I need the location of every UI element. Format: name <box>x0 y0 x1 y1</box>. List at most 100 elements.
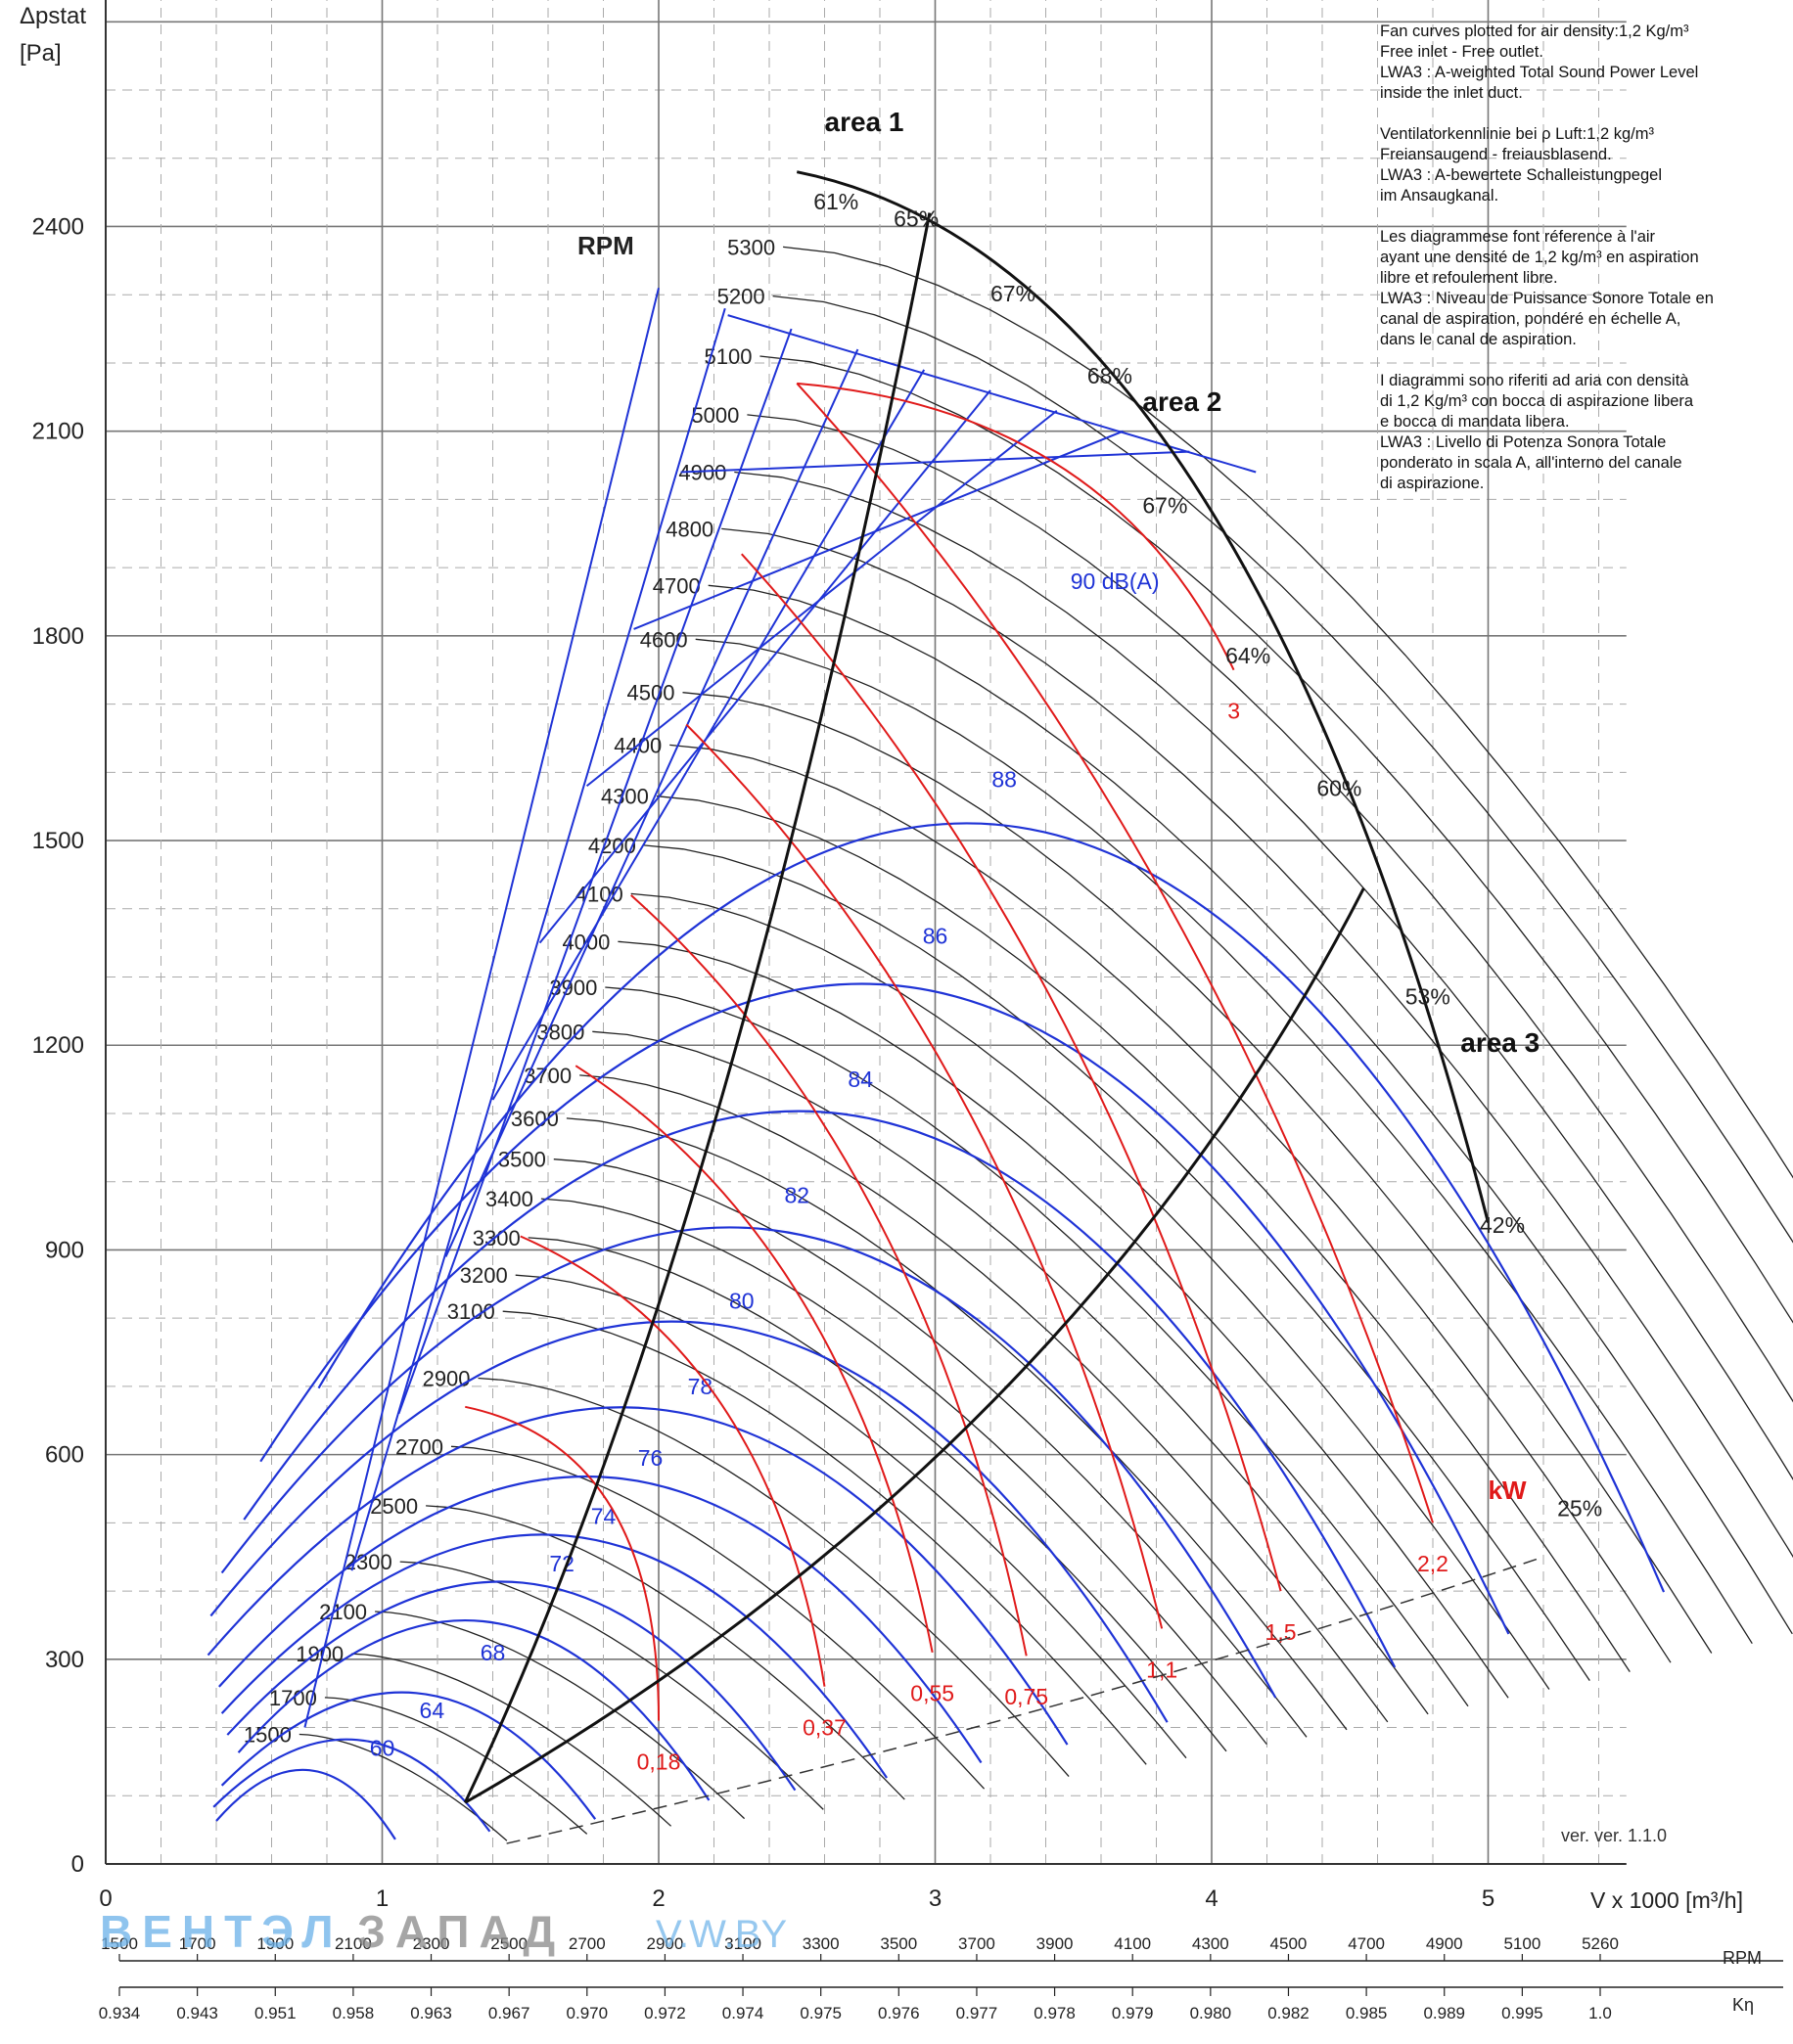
k-scale-value: 0.951 <box>254 2004 297 2022</box>
power-curve-line <box>797 382 1235 671</box>
y-tick-label: 2400 <box>32 213 84 240</box>
efficiency-label: 67% <box>1142 492 1187 518</box>
sound-curve-label: 82 <box>784 1183 809 1208</box>
sound-curve-label: 84 <box>848 1067 873 1092</box>
note-en-line: inside the inlet duct. <box>1380 84 1523 102</box>
sound-curve-label: 90 dB(A) <box>1071 568 1160 594</box>
rpm-scale-value: 1700 <box>179 1934 216 1953</box>
power-curve-line <box>465 1405 660 1721</box>
rpm-scale-value: 4100 <box>1114 1934 1151 1953</box>
rpm-curve-line <box>540 1198 1267 1746</box>
notes-panel: Fan curves plotted for air density:1,2 K… <box>1380 22 1771 515</box>
sound-curve-line <box>226 1580 797 1792</box>
rpm-curve-label: 3300 <box>473 1226 521 1250</box>
sound-curve-line <box>259 982 1510 1635</box>
k-scale-value: 0.976 <box>878 2004 920 2022</box>
sound-curve-line <box>350 307 726 1571</box>
power-curve-label: 0,18 <box>637 1749 681 1774</box>
k-scale-value: 0.972 <box>644 2004 686 2022</box>
y-tick-label: 900 <box>45 1237 84 1263</box>
rpm-curve-line <box>734 471 1793 1480</box>
efficiency-label: 25% <box>1557 1495 1602 1521</box>
sound-curve-label: 68 <box>481 1640 506 1665</box>
sound-curve-label: 74 <box>591 1503 617 1528</box>
rpm-curve-line <box>772 295 1793 1244</box>
watermark-mid: ЗАПАД <box>357 1906 565 1957</box>
rpm-scale-value: 3300 <box>803 1934 840 1953</box>
rpm-curve-line <box>450 1445 986 1790</box>
rpm-scale-value: 1500 <box>101 1934 138 1953</box>
sound-curve-label: 64 <box>420 1698 445 1723</box>
rpm-curve-line <box>783 246 1793 1179</box>
bottom-scales: 1500 0.934 1700 0.943 1900 0.951 2100 0.958 2300… <box>99 1906 1783 2022</box>
rpm-curve-line <box>553 1158 1308 1738</box>
note-de-line: LWA3 : A-bewertete Schalleistungpegel <box>1380 166 1663 184</box>
note-it-line: LWA3 : Livello di Potenza Sonora Totale <box>1380 433 1667 451</box>
rpm-scale-value: 2500 <box>490 1934 528 1953</box>
area-boundaries <box>463 170 1544 1844</box>
rpm-curve-line <box>656 795 1631 1672</box>
sound-curve-line <box>585 409 1058 788</box>
power-curve-label: 0,55 <box>910 1681 954 1706</box>
note-en-line: LWA3 : A-weighted Total Sound Power Leve… <box>1380 64 1699 81</box>
rpm-curve-line <box>695 638 1753 1645</box>
rpm-scale-value: 4500 <box>1270 1934 1308 1953</box>
chart-grid: 0 300 600 900 1200 1500 1800 2100 2400 0 1 2 3 4 5 Δpst… <box>20 0 1743 1913</box>
power-curve-line <box>575 1065 934 1654</box>
rpm-curve-line <box>502 1310 1147 1765</box>
rpm-scale-value: 3700 <box>958 1934 995 1953</box>
chart-labels: 61% 65% 67% 68% 67% 64% 60% 53% 42% 25% area 1 area… <box>813 107 1667 1845</box>
sound-curve-line <box>215 1768 396 1840</box>
sound-curve-line <box>243 1110 1397 1668</box>
rpm-curve-label: 2100 <box>319 1600 367 1624</box>
sound-curve-label: 88 <box>991 766 1017 792</box>
note-italian: I diagrammi sono riferiti ad aria con de… <box>1380 371 1771 494</box>
efficiency-label: 67% <box>990 281 1035 306</box>
rpm-curve-line <box>351 1653 672 1827</box>
y-tick-label: 1500 <box>32 828 84 854</box>
power-curve-label: 1,1 <box>1146 1657 1177 1682</box>
k-scale-value: 0.989 <box>1423 2004 1465 2022</box>
note-it-line: di 1,2 Kg/m³ con bocca di aspirazione li… <box>1380 392 1694 410</box>
note-fr-line: ayant une densité de 1,2 kg/m³ en aspira… <box>1380 249 1699 266</box>
rpm-curve-label: 5000 <box>691 403 739 428</box>
sound-curve-line <box>317 822 1666 1593</box>
k-scale-value: 0.974 <box>722 2004 764 2022</box>
x-tick-label: 2 <box>652 1885 665 1912</box>
y-tick-label: 2100 <box>32 419 84 445</box>
sound-curve-line <box>303 287 660 1728</box>
sound-curve-label: 80 <box>729 1289 755 1314</box>
rpm-scale-label: RPM <box>1723 1948 1762 1968</box>
x-axis-label: V x 1000 [m³/h] <box>1590 1887 1743 1913</box>
note-fr-line: dans le canal de aspiration. <box>1380 331 1577 348</box>
rpm-scale-value: 4300 <box>1192 1934 1229 1953</box>
rpm-curve-line <box>426 1505 905 1800</box>
k-scale-value: 0.985 <box>1346 2004 1388 2022</box>
watermark-left: ВЕНТЭЛ <box>100 1906 343 1957</box>
rpm-curve-line <box>478 1377 1070 1778</box>
rpm-curve-line <box>747 414 1793 1403</box>
rpm-curve-label: 3500 <box>498 1148 546 1172</box>
rpm-curve-line <box>721 527 1793 1559</box>
rpm-curve-line <box>759 355 1793 1324</box>
y-tick-label: 1800 <box>32 623 84 650</box>
note-it-line: di aspirazione. <box>1380 475 1485 492</box>
power-curve-label: 2,2 <box>1417 1551 1448 1576</box>
y-axis-label: Δpstat <box>20 3 86 29</box>
watermark-right: V.W.BY <box>656 1913 787 1956</box>
x-tick-label: 3 <box>929 1885 942 1912</box>
rpm-curve-label: 4800 <box>666 517 713 541</box>
rpm-scale-value: 3100 <box>724 1934 761 1953</box>
area-label: area 3 <box>1460 1027 1540 1058</box>
rpm-scale-value: 3500 <box>880 1934 917 1953</box>
rpm-curve-label: 4700 <box>653 573 701 598</box>
kw-title: kW <box>1489 1476 1527 1505</box>
k-scale-value: 0.978 <box>1034 2004 1076 2022</box>
rpm-curve-label: 5200 <box>717 285 765 309</box>
sound-curve-line <box>397 328 793 1415</box>
area-boundary-line <box>464 887 1365 1804</box>
k-scale-value: 0.958 <box>333 2004 375 2022</box>
y-tick-label: 0 <box>71 1851 84 1878</box>
rpm-curve-label: 2500 <box>370 1494 418 1519</box>
